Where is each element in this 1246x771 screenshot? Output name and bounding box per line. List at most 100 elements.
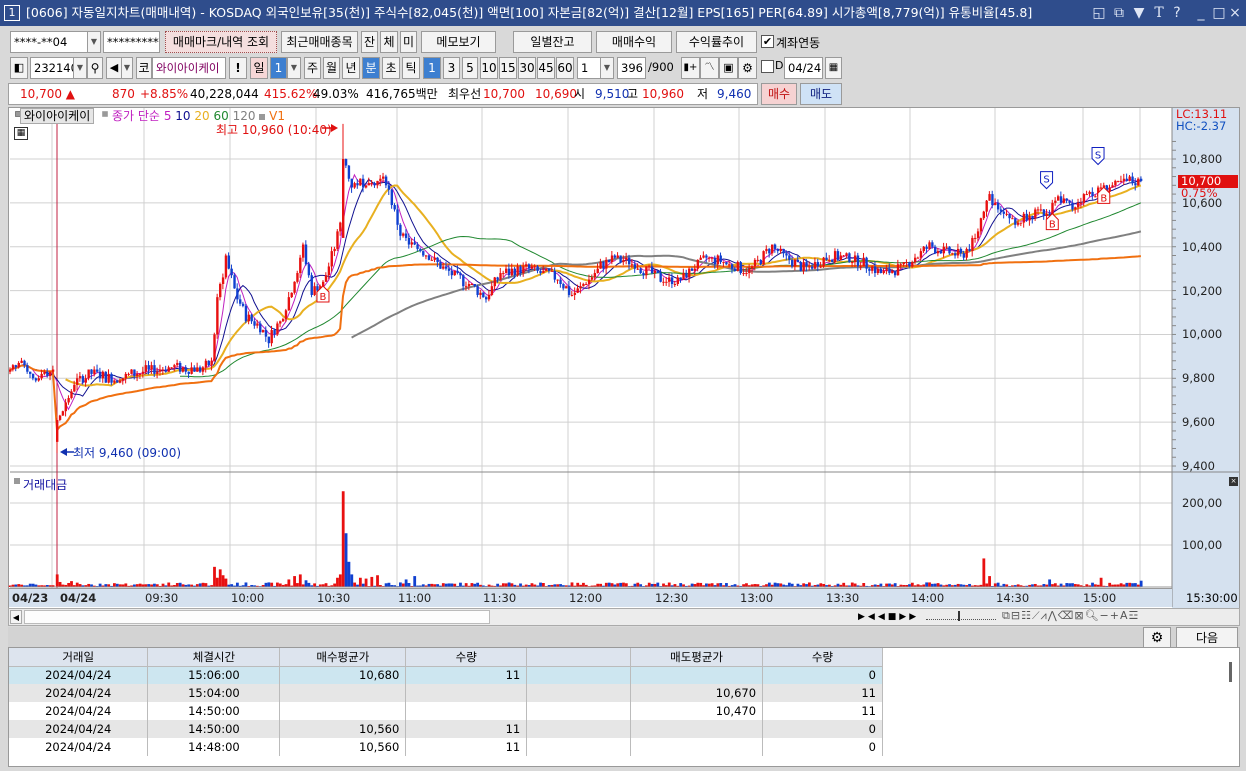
interval-60-button[interactable]: 60 [556, 57, 574, 79]
date-input[interactable]: 04/24 [784, 57, 823, 79]
period-month-button[interactable]: 월 [323, 57, 340, 79]
header-sell-qty[interactable]: 수량 [762, 648, 883, 667]
new-window-icon[interactable]: ⧉ [1114, 5, 1124, 21]
alert-button[interactable]: ! [229, 57, 247, 79]
period-year-button[interactable]: 년 [342, 57, 360, 79]
rewind-icon[interactable]: ◀◀ [867, 612, 888, 622]
data-table-icon[interactable]: ▦ [14, 127, 28, 140]
save-icon[interactable]: ▣ [719, 57, 738, 79]
draw-icon[interactable]: ⩘ [1040, 609, 1048, 622]
scroll-right-icon[interactable]: ▶ [858, 612, 868, 622]
close-pane-icon[interactable]: × [1229, 477, 1238, 486]
add-line-indicator-icon[interactable]: 〽 [700, 57, 719, 79]
time-axis[interactable] [9, 588, 1172, 607]
account-dropdown-icon[interactable]: ▼ [87, 31, 101, 53]
zoom-out-icon[interactable]: − [1099, 609, 1110, 622]
zoom-slider[interactable] [926, 611, 996, 621]
recent-trades-button[interactable]: 최근매매종목 [281, 31, 358, 53]
maximize-icon[interactable]: □ [1212, 5, 1226, 21]
candle-count-input[interactable]: 396 [617, 57, 646, 79]
table-settings-gear-icon[interactable]: ⚙ [1143, 627, 1171, 649]
trade-profit-button[interactable]: 매매수익 [596, 31, 672, 53]
account-link-checkbox[interactable]: ✔ [761, 35, 774, 48]
add-candle-indicator-icon[interactable]: ▮+ [681, 57, 700, 79]
table-row[interactable]: 2024/04/24 15:04:00 10,670 11 [9, 684, 883, 702]
trend-line-icon[interactable]: ⟋ [1031, 609, 1041, 622]
interval-10-button[interactable]: 10 [480, 57, 498, 79]
multiplier-dropdown-icon[interactable]: ▼ [600, 57, 614, 79]
day-count-dropdown-icon[interactable]: ▼ [287, 57, 301, 79]
overlay-icon[interactable]: ☷ [1021, 609, 1032, 622]
pin-icon[interactable]: ▼ [1133, 5, 1145, 21]
legend-stock-name[interactable]: 와이아이케이 [20, 108, 95, 124]
calendar-icon[interactable]: ▦ [825, 57, 842, 79]
header-buy-avg[interactable]: 매수평균가 [279, 648, 407, 667]
minimize-icon[interactable]: _ [1197, 5, 1205, 21]
period-day-button[interactable]: 일 [250, 57, 268, 79]
balance-button[interactable]: 잔 [361, 31, 378, 53]
layout-icon[interactable]: ◧ [10, 57, 28, 79]
image-icon[interactable]: ⊠ [1074, 609, 1085, 622]
window-number[interactable]: 1 [4, 5, 20, 21]
split-view-icon[interactable]: ⧉ [1002, 609, 1011, 622]
candle-body [193, 367, 196, 372]
help-icon[interactable]: ? [1173, 5, 1181, 21]
restore-layout-icon[interactable]: ◱ [1092, 5, 1106, 21]
buy-button[interactable]: 매수 [761, 83, 797, 105]
ma-toggle-icon[interactable] [102, 111, 108, 117]
table-scrollbar[interactable] [1229, 662, 1232, 682]
table-row[interactable]: 2024/04/24 14:50:00 10,470 11 [9, 702, 883, 720]
stock-name-field[interactable]: 와이아이케이 [152, 57, 226, 79]
settings-gear-icon[interactable]: ⚙ [738, 57, 757, 79]
period-second-button[interactable]: 초 [382, 57, 400, 79]
table-row[interactable]: 2024/04/24 14:48:00 10,560 11 0 [9, 738, 883, 756]
return-trend-button[interactable]: 수익률추이 [676, 31, 757, 53]
fast-forward-icon[interactable]: ▶▶ [899, 612, 920, 622]
executed-button[interactable]: 체 [380, 31, 398, 53]
code-dropdown-icon[interactable]: ▼ [73, 57, 87, 79]
sell-button[interactable]: 매도 [800, 83, 842, 105]
table-row[interactable]: 2024/04/24 14:50:00 10,560 11 0 [9, 720, 883, 738]
chart-settings-icon[interactable]: ☲ [1128, 609, 1140, 622]
day-count-select[interactable]: 1 [270, 57, 287, 79]
trade-mark-query-button[interactable]: 매매마크/내역 조회 [165, 31, 277, 53]
interval-45-button[interactable]: 45 [537, 57, 555, 79]
unfilled-button[interactable]: 미 [400, 31, 417, 53]
daily-balance-button[interactable]: 일별잔고 [513, 31, 592, 53]
magnifier-icon[interactable]: 🔍︎ [1084, 609, 1100, 622]
header-sell-avg[interactable]: 매도평균가 [630, 648, 764, 667]
stop-icon[interactable]: ■ [887, 612, 900, 622]
scroll-left-icon[interactable]: ◀ [10, 610, 22, 624]
font-icon[interactable]: A [1119, 609, 1129, 622]
speaker-dropdown-icon[interactable]: ▼ [121, 57, 133, 79]
header-exec-time[interactable]: 체결시간 [147, 648, 281, 667]
interval-15-button[interactable]: 15 [499, 57, 517, 79]
period-week-button[interactable]: 주 [304, 57, 321, 79]
text-icon[interactable]: T [1154, 5, 1164, 21]
scrollbar-thumb[interactable] [24, 610, 490, 624]
header-buy-qty[interactable]: 수량 [405, 648, 528, 667]
d-checkbox[interactable] [761, 60, 774, 73]
period-minute-button[interactable]: 분 [362, 57, 380, 79]
grid-view-icon[interactable]: ⊟ [1010, 609, 1022, 622]
stock-code-input[interactable]: 232140 [30, 57, 78, 79]
zoom-in-icon[interactable]: + [1109, 609, 1120, 622]
interval-30-button[interactable]: 30 [518, 57, 536, 79]
interval-1-button[interactable]: 1 [423, 57, 441, 79]
password-field[interactable]: ********* [103, 31, 160, 53]
period-tick-button[interactable]: 틱 [402, 57, 420, 79]
header-trade-date[interactable]: 거래일 [9, 648, 149, 667]
table-row[interactable]: 2024/04/24 15:06:00 10,680 11 0 [9, 666, 883, 684]
price-axis[interactable] [1172, 108, 1239, 608]
next-button[interactable]: 다음 [1176, 627, 1238, 649]
close-icon[interactable]: × [1229, 5, 1241, 21]
volume-bar [1136, 584, 1140, 587]
volume-toggle-icon[interactable] [14, 478, 20, 484]
interval-3-button[interactable]: 3 [443, 57, 460, 79]
memo-button[interactable]: 메모보기 [421, 31, 496, 53]
search-icon[interactable]: ⚲ [87, 57, 103, 79]
pattern-icon[interactable]: ⋀ [1047, 609, 1058, 622]
v1-toggle-icon[interactable] [259, 114, 266, 120]
eraser-icon[interactable]: ⌫ [1057, 609, 1075, 622]
interval-5-button[interactable]: 5 [462, 57, 478, 79]
